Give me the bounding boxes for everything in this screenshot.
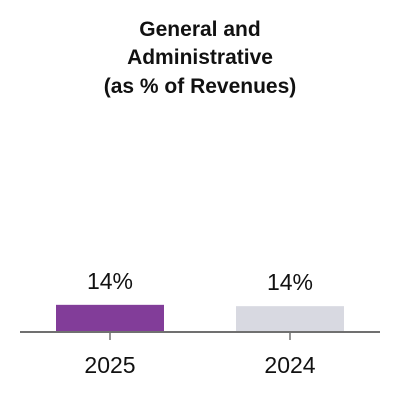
x-tick-label-2024: 2024 [264, 352, 315, 378]
plot-area: 14% 2025 14% 2024 [20, 268, 380, 378]
chart-title-line-2: Administrative [127, 46, 273, 69]
data-label-2024: 14% [267, 269, 313, 295]
bar-2024 [236, 306, 344, 332]
chart-title-line-1: General and [139, 18, 260, 41]
chart-title-line-3: (as % of Revenues) [104, 75, 297, 98]
chart-title: General and Administrative (as % of Reve… [104, 18, 297, 98]
x-tick-label-2025: 2025 [84, 352, 135, 378]
bar-2025 [56, 304, 164, 332]
data-label-2025: 14% [87, 268, 133, 294]
